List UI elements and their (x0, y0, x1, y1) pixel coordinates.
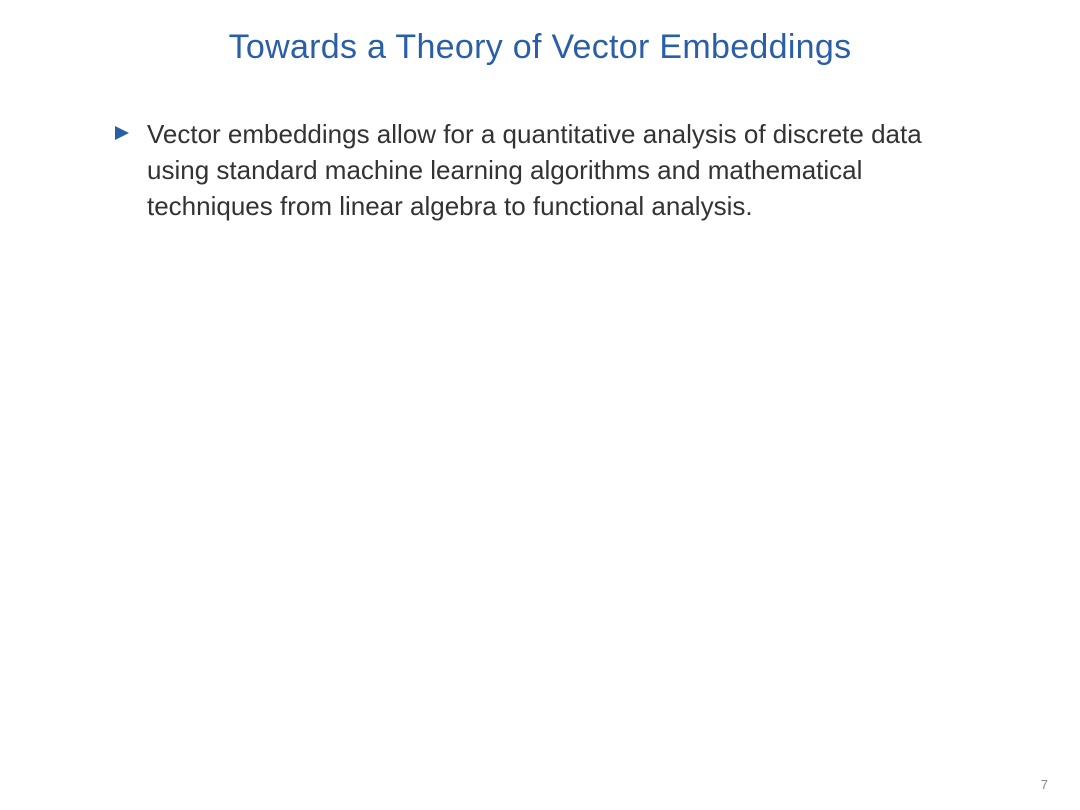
bullet-triangle-icon (115, 124, 129, 145)
slide-container: Towards a Theory of Vector Embeddings Ve… (0, 0, 1080, 810)
bullet-text: Vector embeddings allow for a quantitati… (147, 117, 980, 225)
bullet-item: Vector embeddings allow for a quantitati… (115, 117, 980, 225)
page-number: 7 (1041, 777, 1048, 792)
slide-title: Towards a Theory of Vector Embeddings (60, 28, 1020, 67)
slide-content: Vector embeddings allow for a quantitati… (60, 117, 1020, 225)
